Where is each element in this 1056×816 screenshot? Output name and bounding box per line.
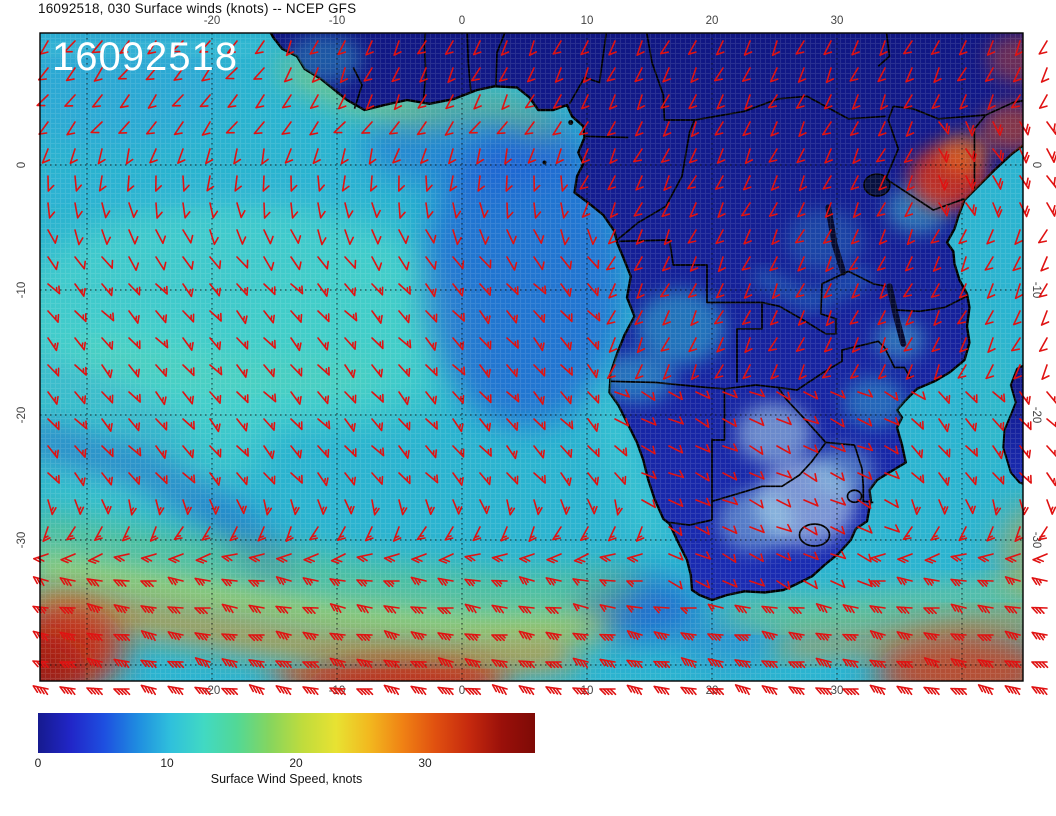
- axis-tick-top-3: 10: [580, 15, 594, 27]
- axis-tick-bottom-5: 30: [830, 685, 844, 697]
- axis-tick-top-5: 30: [830, 15, 844, 27]
- map-plot: 16092518: [32, 32, 1056, 696]
- colorbar-tick-1: 10: [160, 756, 174, 770]
- colorbar-tick-2: 20: [289, 756, 303, 770]
- axis-tick-top-4: 20: [705, 15, 719, 27]
- grid-mesh: [40, 33, 1023, 681]
- colorbar-gradient: [38, 713, 535, 753]
- datetime-label: 16092518: [52, 35, 238, 79]
- colorbar-tick-3: 30: [418, 756, 432, 770]
- axis-tick-top-0: -20: [203, 15, 221, 27]
- figure-title: 16092518, 030 Surface winds (knots) -- N…: [38, 1, 357, 16]
- axis-tick-left-3: -30: [16, 531, 28, 549]
- colorbar-tick-0: 0: [34, 756, 42, 770]
- plot-frame: [39, 32, 1024, 682]
- colorbar-caption: Surface Wind Speed, knots: [210, 772, 363, 786]
- axis-tick-top-2: 0: [458, 15, 466, 27]
- colorbar: [38, 713, 535, 753]
- wind-barbs: [32, 40, 1056, 696]
- axis-tick-right-0: 0: [1030, 161, 1042, 169]
- axis-tick-top-1: -10: [328, 15, 346, 27]
- axis-tick-right-2: -20: [1030, 406, 1042, 424]
- axis-tick-bottom-2: 0: [458, 685, 466, 697]
- wind-speed-field: [40, 33, 1023, 681]
- wind-map-canvas: [32, 32, 1056, 696]
- axis-tick-left-0: 0: [16, 161, 28, 169]
- axis-tick-left-2: -20: [16, 406, 28, 424]
- axis-tick-left-1: -10: [16, 281, 28, 299]
